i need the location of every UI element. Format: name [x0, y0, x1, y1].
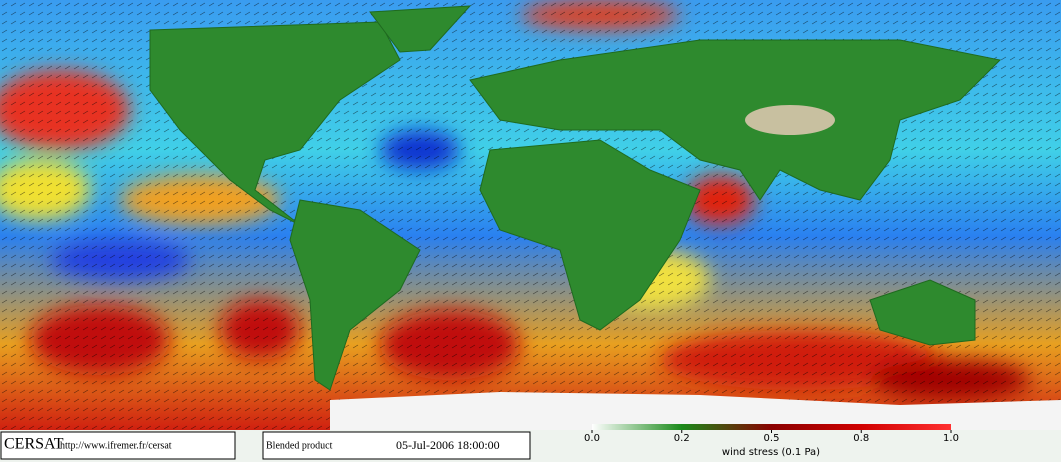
eurasia: [469, 39, 1002, 201]
url: http://www.ifremer.fr/cersat: [60, 440, 172, 451]
logo-box: [0, 431, 236, 460]
date: 05-Jul-2006 18:00:00: [396, 438, 500, 452]
colorbar-tick-label: 0.0: [584, 433, 600, 444]
product: Blended product: [266, 440, 333, 451]
australia: [869, 279, 976, 346]
logo: CERSAT: [4, 436, 64, 453]
africa: [479, 139, 701, 331]
colorbar-tick-label: 0.2: [674, 433, 690, 444]
tibet: [745, 105, 835, 135]
colorbar-tick-label: 0.5: [764, 433, 780, 444]
colorbar-tick-label: 1.0: [943, 433, 959, 444]
product-box: [262, 431, 531, 460]
south-america: [289, 199, 421, 391]
colorbar: [592, 424, 951, 430]
colorbar-ticks: 0.0 0.2 0.5 0.8 1.0: [584, 430, 959, 444]
antarctica: [330, 392, 1061, 430]
land: [149, 5, 1002, 391]
colorbar-label: wind stress (0.1 Pa): [722, 447, 820, 458]
colorbar-tick-label: 0.8: [853, 433, 869, 444]
greenland: [369, 5, 472, 53]
north-america: [149, 21, 401, 226]
